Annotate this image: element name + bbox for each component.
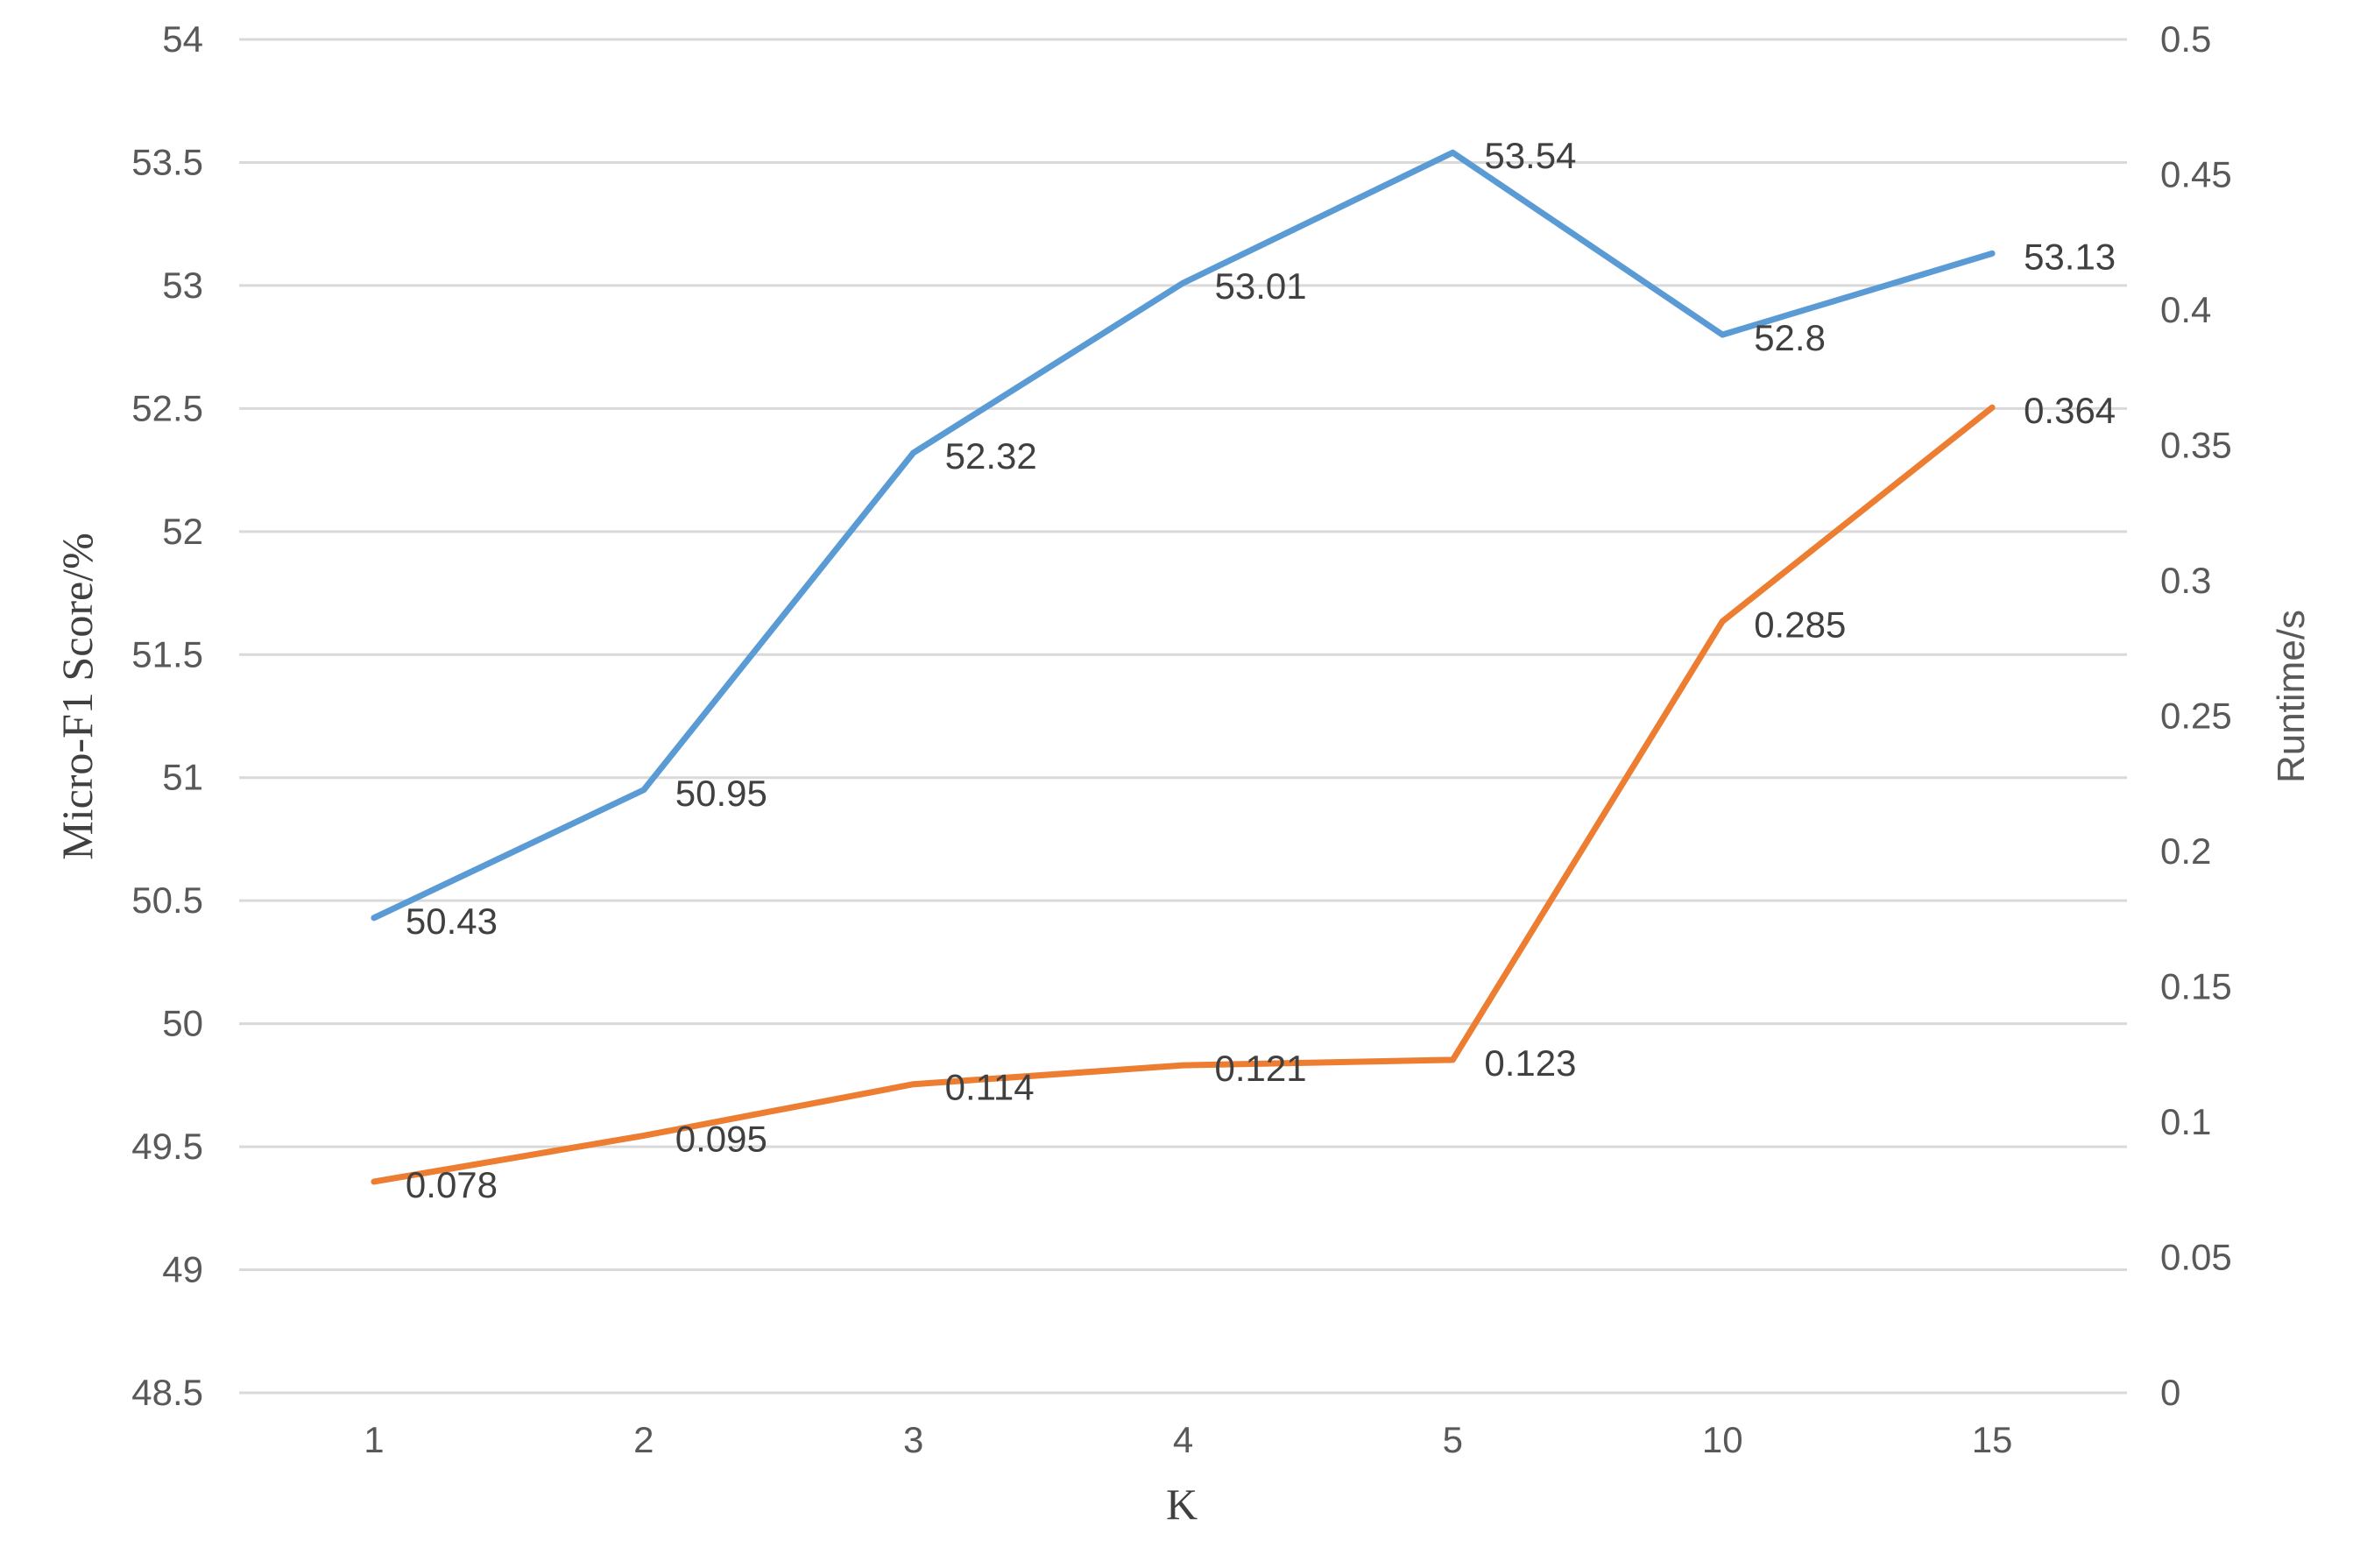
right-axis-ticks: 0 0.05 0.1 0.15 0.2 0.25 0.3 0.35 0.4 0.45 0.5	[2160, 18, 2232, 1413]
data-label: 52.32	[945, 435, 1037, 477]
left-tick-label: 52.5	[131, 387, 203, 428]
left-tick-label: 50.5	[131, 879, 203, 921]
left-tick-label: 52	[162, 511, 203, 552]
data-label: 52.8	[1754, 317, 1826, 358]
right-tick-label: 0.5	[2160, 18, 2211, 60]
x-tick-label: 5	[1443, 1419, 1463, 1460]
right-tick-label: 0.3	[2160, 560, 2211, 601]
series-lines	[371, 149, 1996, 1185]
data-label: 0.364	[2024, 390, 2116, 431]
right-tick-label: 0.15	[2160, 966, 2232, 1007]
right-tick-label: 0.4	[2160, 289, 2211, 330]
data-label: 0.095	[675, 1118, 767, 1159]
right-tick-label: 0.45	[2160, 154, 2232, 195]
left-tick-label: 54	[162, 18, 203, 60]
right-tick-label: 0.1	[2160, 1101, 2211, 1142]
data-label: 53.01	[1215, 265, 1307, 307]
data-label: 0.121	[1215, 1048, 1307, 1089]
series-line-0	[371, 149, 1996, 922]
x-tick-label: 10	[1702, 1419, 1743, 1460]
left-tick-label: 48.5	[131, 1372, 203, 1413]
grid-lines	[239, 38, 2127, 1395]
data-labels: 50.43 50.95 52.32 53.01 53.54 52.8 53.13 0.078 0…	[406, 135, 2116, 1205]
data-label: 50.43	[406, 901, 498, 942]
y2-axis-title: Runtime/s	[2270, 610, 2313, 783]
x-axis-ticks: 1 2 3 4 5 10 15	[364, 1419, 2012, 1460]
right-tick-label: 0.35	[2160, 425, 2232, 466]
right-tick-label: 0	[2160, 1372, 2180, 1413]
data-label: 0.114	[945, 1067, 1035, 1108]
data-label: 53.54	[1484, 135, 1576, 176]
data-label: 0.285	[1754, 604, 1846, 645]
y-axis-title: Micro-F1 Score/%	[53, 533, 102, 860]
left-tick-label: 51.5	[131, 633, 203, 675]
left-tick-label: 49	[162, 1249, 203, 1290]
data-label: 0.078	[406, 1164, 498, 1205]
x-axis-title: K	[1166, 1480, 1198, 1529]
x-tick-label: 3	[903, 1419, 923, 1460]
x-tick-label: 2	[633, 1419, 654, 1460]
right-tick-label: 0.25	[2160, 696, 2232, 737]
left-tick-label: 51	[162, 757, 203, 798]
left-tick-label: 50	[162, 1003, 203, 1044]
data-label: 50.95	[675, 773, 767, 814]
x-tick-label: 15	[1972, 1419, 2013, 1460]
left-tick-label: 53	[162, 265, 203, 306]
data-label: 53.13	[2024, 236, 2116, 277]
right-tick-label: 0.05	[2160, 1237, 2232, 1278]
right-tick-label: 0.2	[2160, 830, 2211, 872]
data-label: 0.123	[1484, 1042, 1576, 1084]
series-line-1	[371, 404, 1996, 1185]
left-tick-label: 53.5	[131, 141, 203, 182]
left-axis-ticks: 48.5 49 49.5 50 50.5 51 51.5 52 52.5 53 53.5 54	[131, 18, 203, 1413]
left-tick-label: 49.5	[131, 1126, 203, 1167]
x-tick-label: 1	[364, 1419, 384, 1460]
x-tick-label: 4	[1173, 1419, 1193, 1460]
